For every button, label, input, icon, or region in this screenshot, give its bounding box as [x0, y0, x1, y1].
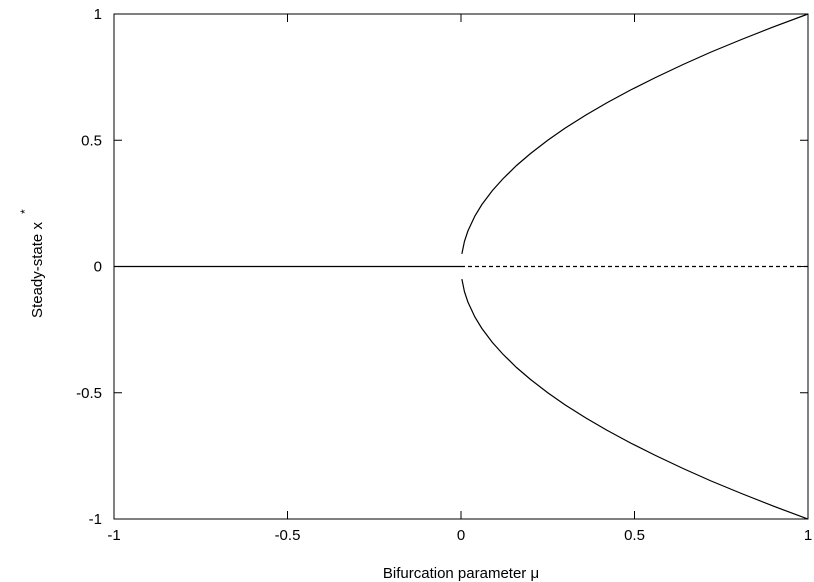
x-tick-label: 0 — [457, 527, 465, 544]
y-axis-label: Steady-state x — [29, 222, 46, 318]
tick-labels: -1 -0.5 0 0.5 1 -1 -0.5 0 0.5 1 — [76, 6, 812, 544]
y-tick-label: 1 — [94, 6, 102, 23]
x-tick-label: -0.5 — [275, 527, 301, 544]
x-tick-label: 0.5 — [624, 527, 645, 544]
series-line-4 — [461, 279, 809, 520]
y-axis-label-group: Steady-state x * — [18, 209, 46, 318]
y-tick-label: -1 — [89, 511, 102, 528]
y-tick-label: 0 — [94, 259, 102, 276]
x-axis-label: Bifurcation parameter μ — [383, 565, 539, 582]
x-tick-label: -1 — [107, 527, 120, 544]
y-axis-label-superscript: * — [18, 209, 32, 214]
y-tick-label: 0.5 — [81, 132, 102, 149]
series-group — [114, 13, 809, 520]
x-tick-label: 1 — [804, 527, 812, 544]
series-line-3 — [461, 13, 809, 255]
y-tick-label: -0.5 — [76, 385, 102, 402]
